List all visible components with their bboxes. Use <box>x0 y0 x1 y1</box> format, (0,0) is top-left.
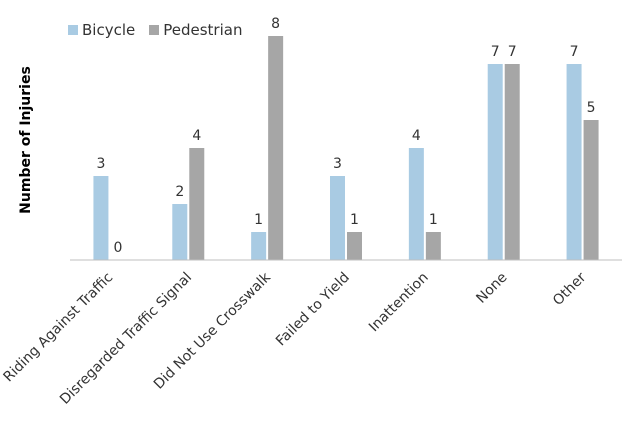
bar-bicycle-2 <box>251 232 267 260</box>
value-label-bicycle-5: 7 <box>491 44 500 60</box>
legend-swatch-bicycle <box>68 25 78 35</box>
bar-pedestrian-2 <box>268 36 284 260</box>
value-label-pedestrian-6: 5 <box>587 100 596 116</box>
legend: Bicycle Pedestrian <box>68 21 242 39</box>
bars-group <box>93 36 599 260</box>
value-label-bicycle-1: 2 <box>175 184 184 200</box>
legend-label-bicycle: Bicycle <box>82 21 136 39</box>
value-label-bicycle-6: 7 <box>570 44 579 60</box>
value-label-pedestrian-2: 8 <box>271 16 280 32</box>
value-label-pedestrian-5: 7 <box>508 44 517 60</box>
bar-pedestrian-6 <box>583 120 599 260</box>
legend-item-bicycle: Bicycle <box>68 21 135 39</box>
bar-pedestrian-1 <box>189 148 205 260</box>
legend-label-pedestrian: Pedestrian <box>163 21 243 39</box>
value-label-bicycle-4: 4 <box>412 128 421 144</box>
category-label-6: Other <box>550 269 590 309</box>
category-label-5: None <box>473 270 510 307</box>
category-label-4: Inattention <box>366 270 432 336</box>
value-label-pedestrian-4: 1 <box>429 212 438 228</box>
bar-pedestrian-3 <box>347 232 362 260</box>
value-label-bicycle-2: 1 <box>254 212 263 228</box>
value-label-pedestrian-0: 0 <box>113 240 122 256</box>
bar-bicycle-6 <box>566 64 582 260</box>
category-label-3: Failed to Yield <box>273 270 353 350</box>
legend-item-pedestrian: Pedestrian <box>149 21 242 39</box>
legend-swatch-pedestrian <box>149 25 160 35</box>
bar-bicycle-1 <box>172 204 188 260</box>
bar-bicycle-3 <box>330 176 345 260</box>
bar-pedestrian-5 <box>504 64 520 260</box>
value-label-bicycle-3: 3 <box>333 156 342 172</box>
category-label-1: Disregarded Traffic Signal <box>57 270 195 408</box>
bar-bicycle-0 <box>93 176 109 260</box>
value-label-pedestrian-3: 1 <box>350 212 359 228</box>
bar-bicycle-4 <box>408 148 424 260</box>
value-label-pedestrian-1: 4 <box>192 128 201 144</box>
value-label-bicycle-0: 3 <box>96 156 105 172</box>
y-axis-title: Number of Injuries <box>18 66 34 214</box>
bar-pedestrian-4 <box>425 232 441 260</box>
bar-bicycle-5 <box>487 64 503 260</box>
